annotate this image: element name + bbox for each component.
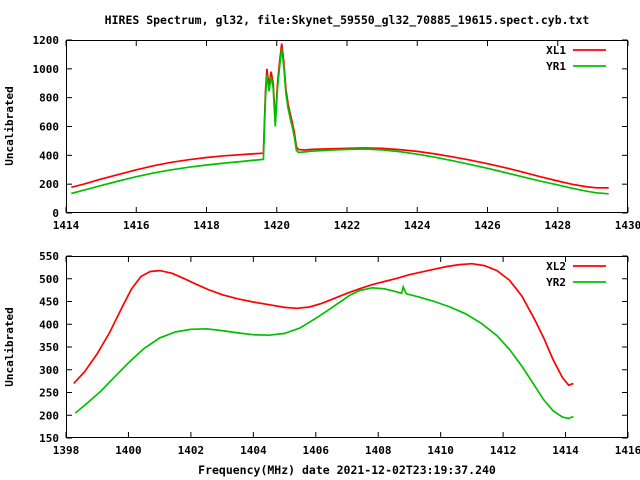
plot-border bbox=[66, 256, 628, 438]
series-line-YR2 bbox=[74, 284, 574, 420]
x-tick-label: 1408 bbox=[365, 444, 392, 457]
y-tick-label: 400 bbox=[39, 149, 59, 162]
x-tick-label: 1430 bbox=[615, 219, 640, 232]
y-tick-label: 1000 bbox=[33, 63, 60, 76]
x-tick-label: 1402 bbox=[178, 444, 205, 457]
x-axis-ticks: 1398 1400 1402 1404 1406 1408 1410 1412 1414 1416 bbox=[53, 256, 640, 457]
bottom-panel-y-axis-label: Uncalibrated bbox=[3, 307, 16, 387]
legend-label-XL2: XL2 bbox=[546, 260, 566, 273]
y-tick-label: 500 bbox=[39, 273, 59, 286]
x-axis-label: Frequency(MHz) date 2021-12-02T23:19:37.… bbox=[198, 463, 496, 477]
x-tick-label: 1404 bbox=[240, 444, 267, 457]
y-tick-label: 250 bbox=[39, 387, 59, 400]
x-tick-label: 1426 bbox=[474, 219, 501, 232]
y-tick-label: 600 bbox=[39, 121, 59, 134]
bottom-plot-area: 1398 1400 1402 1404 1406 1408 1410 1412 1414 1416… bbox=[39, 250, 640, 457]
x-tick-label: 1412 bbox=[490, 444, 516, 457]
x-tick-label: 1416 bbox=[615, 444, 640, 457]
x-tick-label: 1424 bbox=[404, 219, 431, 232]
top-panel-y-axis-label: Uncalibrated bbox=[3, 86, 16, 166]
x-tick-label: 1418 bbox=[193, 219, 220, 232]
legend-label-XL1: XL1 bbox=[546, 44, 566, 57]
series-line-YR1 bbox=[71, 48, 609, 195]
x-tick-label: 1422 bbox=[334, 219, 361, 232]
series-line-XL2 bbox=[73, 262, 574, 387]
y-tick-label: 200 bbox=[39, 178, 59, 191]
y-tick-label: 400 bbox=[39, 318, 59, 331]
legend-label-YR1: YR1 bbox=[546, 60, 566, 73]
x-axis-ticks: 1414 1416 1418 1420 1422 1424 1426 1428 1430 bbox=[53, 40, 640, 232]
x-tick-label: 1400 bbox=[115, 444, 142, 457]
y-axis-ticks: 150 200 250 300 350 400 450 500 550 bbox=[39, 250, 628, 445]
x-tick-label: 1416 bbox=[123, 219, 150, 232]
series-line-XL1 bbox=[71, 43, 609, 189]
y-tick-label: 550 bbox=[39, 250, 59, 263]
x-tick-label: 1420 bbox=[264, 219, 291, 232]
x-tick-label: 1414 bbox=[552, 444, 579, 457]
x-tick-label: 1414 bbox=[53, 219, 80, 232]
y-tick-label: 800 bbox=[39, 92, 59, 105]
y-tick-label: 0 bbox=[52, 207, 59, 220]
x-tick-label: 1406 bbox=[303, 444, 330, 457]
x-tick-label: 1428 bbox=[545, 219, 572, 232]
plot-title: HIRES Spectrum, gl32, file:Skynet_59550_… bbox=[104, 13, 590, 27]
y-tick-label: 150 bbox=[39, 432, 59, 445]
y-tick-label: 1200 bbox=[33, 34, 60, 47]
y-tick-label: 300 bbox=[39, 364, 59, 377]
top-plot-area: 1414 1416 1418 1420 1422 1424 1426 1428 1430 0 200… bbox=[33, 34, 640, 232]
y-tick-label: 350 bbox=[39, 341, 59, 354]
y-axis-ticks: 0 200 400 600 800 1000 1200 bbox=[33, 34, 628, 220]
y-tick-label: 450 bbox=[39, 296, 59, 309]
x-tick-label: 1410 bbox=[427, 444, 454, 457]
legend-label-YR2: YR2 bbox=[546, 276, 566, 289]
plot-border bbox=[66, 40, 628, 213]
y-tick-label: 200 bbox=[39, 409, 59, 422]
x-tick-label: 1398 bbox=[53, 444, 80, 457]
